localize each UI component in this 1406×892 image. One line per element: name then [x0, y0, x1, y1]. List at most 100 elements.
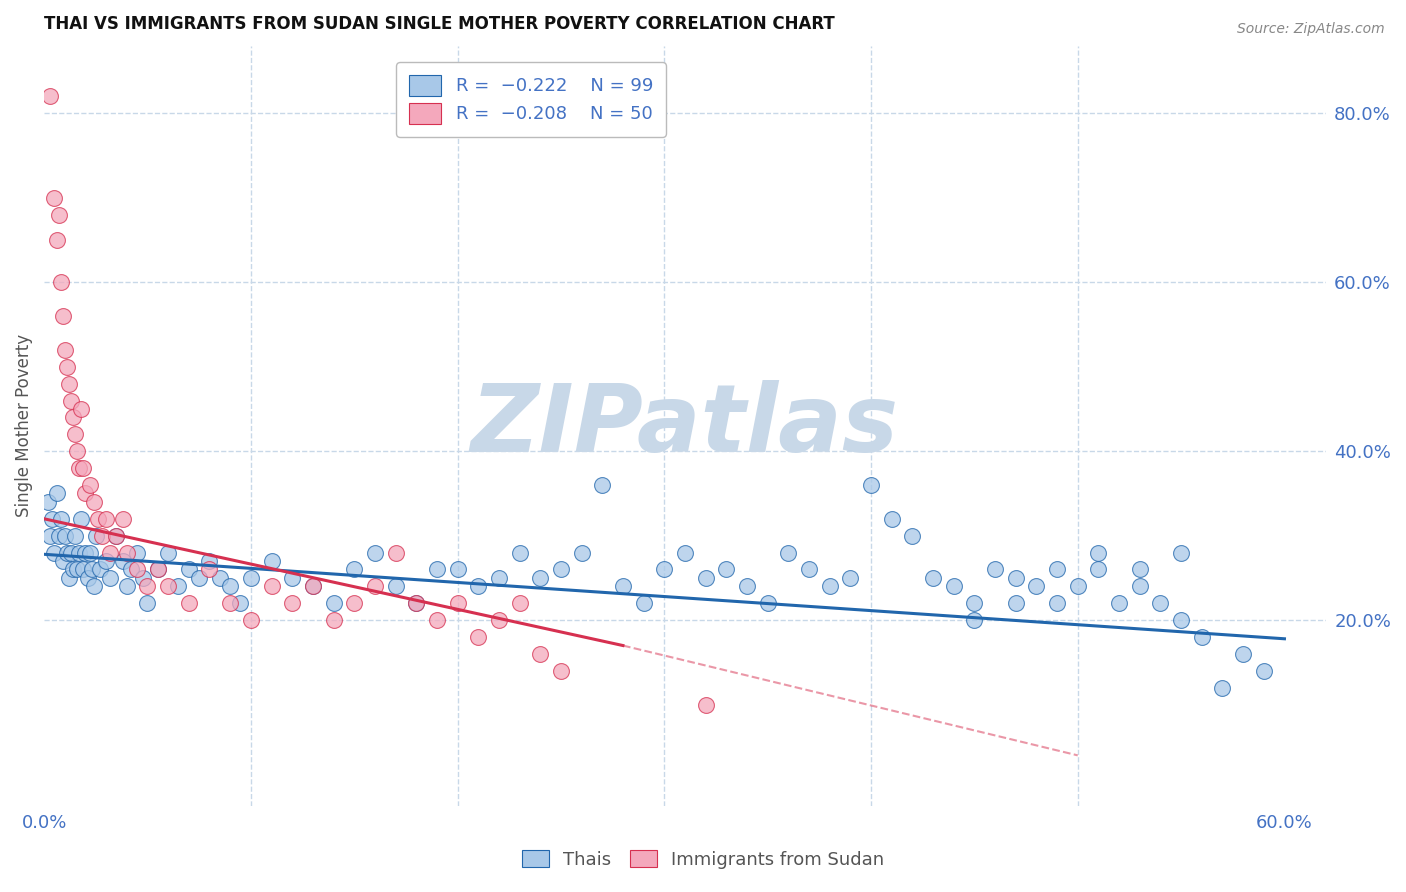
Point: [405, 596, 427, 610]
Point: [167, 579, 190, 593]
Point: [1025, 579, 1047, 593]
Point: [49, 275, 72, 289]
Legend: Thais, Immigrants from Sudan: Thais, Immigrants from Sudan: [515, 843, 891, 876]
Point: [591, 478, 613, 492]
Point: [818, 579, 841, 593]
Point: [39, 529, 62, 543]
Point: [229, 596, 252, 610]
Point: [52, 554, 75, 568]
Point: [49, 512, 72, 526]
Point: [343, 596, 366, 610]
Point: [115, 546, 138, 560]
Point: [188, 571, 211, 585]
Point: [633, 596, 655, 610]
Point: [76, 571, 98, 585]
Point: [75, 546, 97, 560]
Point: [384, 546, 406, 560]
Legend: R =  −0.222    N = 99, R =  −0.208    N = 50: R = −0.222 N = 99, R = −0.208 N = 50: [396, 62, 666, 136]
Point: [91, 529, 114, 543]
Point: [652, 562, 675, 576]
Point: [1211, 681, 1233, 695]
Point: [963, 596, 986, 610]
Point: [673, 546, 696, 560]
Point: [509, 596, 531, 610]
Point: [364, 579, 387, 593]
Point: [735, 579, 758, 593]
Point: [901, 529, 924, 543]
Point: [529, 571, 551, 585]
Point: [59, 393, 82, 408]
Point: [87, 512, 110, 526]
Point: [136, 579, 159, 593]
Point: [177, 596, 200, 610]
Point: [1170, 546, 1192, 560]
Text: Source: ZipAtlas.com: Source: ZipAtlas.com: [1237, 22, 1385, 37]
Point: [778, 546, 800, 560]
Point: [62, 410, 84, 425]
Point: [48, 208, 70, 222]
Point: [859, 478, 882, 492]
Point: [1004, 596, 1026, 610]
Point: [177, 562, 200, 576]
Point: [72, 562, 94, 576]
Point: [146, 562, 169, 576]
Point: [426, 562, 449, 576]
Point: [63, 427, 86, 442]
Point: [48, 529, 70, 543]
Point: [111, 512, 134, 526]
Point: [1108, 596, 1130, 610]
Point: [44, 191, 66, 205]
Point: [322, 596, 344, 610]
Point: [302, 579, 325, 593]
Point: [1129, 562, 1152, 576]
Point: [839, 571, 862, 585]
Point: [343, 562, 366, 576]
Point: [127, 546, 149, 560]
Point: [509, 546, 531, 560]
Point: [550, 562, 572, 576]
Point: [219, 579, 242, 593]
Point: [260, 579, 283, 593]
Point: [364, 546, 387, 560]
Point: [405, 596, 427, 610]
Point: [984, 562, 1007, 576]
Point: [467, 579, 489, 593]
Point: [529, 647, 551, 661]
Point: [136, 596, 159, 610]
Text: THAI VS IMMIGRANTS FROM SUDAN SINGLE MOTHER POVERTY CORRELATION CHART: THAI VS IMMIGRANTS FROM SUDAN SINGLE MOT…: [44, 15, 835, 33]
Point: [239, 571, 262, 585]
Point: [58, 376, 80, 391]
Point: [446, 596, 468, 610]
Point: [612, 579, 634, 593]
Point: [488, 571, 510, 585]
Point: [79, 478, 101, 492]
Point: [157, 579, 180, 593]
Point: [198, 562, 221, 576]
Point: [84, 529, 107, 543]
Point: [45, 486, 67, 500]
Point: [1253, 664, 1275, 678]
Point: [67, 546, 90, 560]
Point: [98, 546, 121, 560]
Point: [83, 495, 105, 509]
Point: [66, 444, 89, 458]
Point: [880, 512, 903, 526]
Point: [322, 613, 344, 627]
Point: [1232, 647, 1254, 661]
Point: [120, 562, 142, 576]
Point: [571, 546, 593, 560]
Point: [1046, 562, 1069, 576]
Point: [132, 571, 155, 585]
Point: [239, 613, 262, 627]
Point: [756, 596, 779, 610]
Point: [260, 554, 283, 568]
Point: [922, 571, 945, 585]
Point: [467, 630, 489, 644]
Point: [111, 554, 134, 568]
Point: [446, 562, 468, 576]
Point: [59, 546, 82, 560]
Point: [1067, 579, 1090, 593]
Point: [157, 546, 180, 560]
Text: ZIPatlas: ZIPatlas: [471, 380, 898, 472]
Point: [963, 613, 986, 627]
